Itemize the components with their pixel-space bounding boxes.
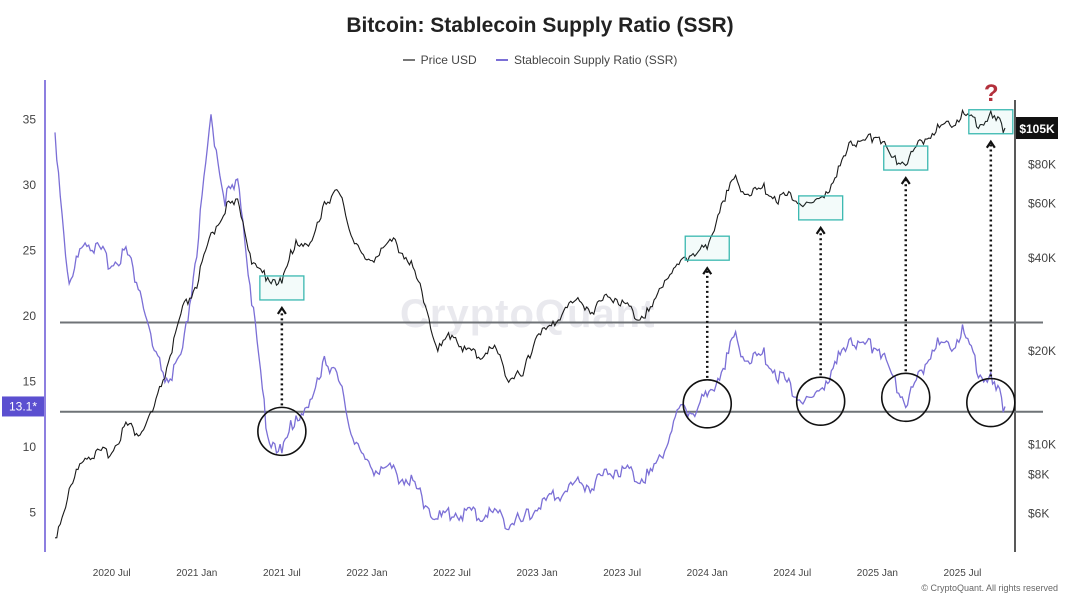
x-tick-label: 2020 Jul — [93, 568, 131, 579]
arrow-head — [900, 176, 911, 185]
x-tick-label: 2022 Jan — [346, 568, 387, 579]
y-left-tick-label: 20 — [23, 309, 37, 323]
ssr-current-badge — [2, 396, 44, 417]
y-left-tick-label: 35 — [23, 112, 37, 126]
x-tick-label: 2021 Jul — [263, 568, 301, 579]
copyright-notice: © CryptoQuant. All rights reserved — [921, 583, 1058, 593]
highlight-circle — [880, 372, 931, 423]
highlight-circle — [966, 377, 1016, 428]
legend-label-ssr: Stablecoin Supply Ratio (SSR) — [513, 53, 678, 67]
y-right-tick-label: $20K — [1028, 344, 1056, 358]
highlight-box — [883, 145, 929, 171]
y-left-tick-label: 25 — [23, 243, 37, 257]
x-tick-label: 2022 Jul — [433, 568, 471, 579]
price-current-badge — [1016, 117, 1058, 140]
arrow-head — [985, 139, 996, 149]
arrow-head — [815, 225, 826, 235]
y-left-tick-label: 15 — [23, 375, 37, 389]
y-left-tick-label: 5 — [29, 506, 36, 520]
y-right-tick-label: $60K — [1028, 196, 1056, 210]
legend: Price USD Stablecoin Supply Ratio (SSR) — [0, 50, 1080, 67]
series-line-price — [54, 108, 1006, 539]
highlight-circle — [795, 376, 846, 427]
highlight-circle — [257, 406, 307, 457]
y-left-tick-label: 10 — [23, 440, 37, 454]
chart-title: Bitcoin: Stablecoin Supply Ratio (SSR) — [346, 14, 734, 37]
highlight-circle — [682, 379, 733, 429]
ssr-current-label: 13.1* — [9, 399, 37, 413]
highlight-box — [968, 109, 1014, 135]
highlight-box — [684, 235, 730, 261]
y-left-tick-label: 30 — [23, 178, 37, 192]
x-tick-label: 2023 Jul — [603, 568, 641, 579]
price-current-label: $105K — [1019, 122, 1055, 136]
y-right-tick-label: $8K — [1028, 468, 1049, 482]
legend-label-price: Price USD — [420, 53, 477, 67]
x-tick-label: 2024 Jul — [773, 568, 811, 579]
x-tick-label: 2023 Jan — [517, 568, 558, 579]
series-line-ssr — [54, 114, 1006, 531]
y-right-tick-label: $40K — [1028, 251, 1056, 265]
legend-item-ssr[interactable]: Stablecoin Supply Ratio (SSR) — [495, 53, 678, 67]
highlight-box — [798, 195, 844, 221]
x-tick-label: 2024 Jan — [687, 568, 728, 579]
legend-swatch-price — [402, 59, 415, 61]
y-right-tick-label: $6K — [1028, 506, 1049, 520]
y-right-tick-label: $80K — [1028, 158, 1056, 172]
y-right-tick-label: $10K — [1028, 438, 1056, 452]
x-tick-label: 2025 Jul — [944, 568, 982, 579]
x-tick-label: 2025 Jan — [857, 568, 898, 579]
highlight-box — [259, 275, 305, 301]
watermark: CryptoQuant — [400, 292, 656, 336]
arrow-head — [702, 266, 713, 275]
question-mark: ? — [984, 80, 999, 107]
x-tick-label: 2021 Jan — [176, 568, 217, 579]
legend-swatch-ssr — [495, 59, 508, 61]
arrow-head — [276, 305, 287, 315]
legend-item-price[interactable]: Price USD — [402, 53, 477, 67]
